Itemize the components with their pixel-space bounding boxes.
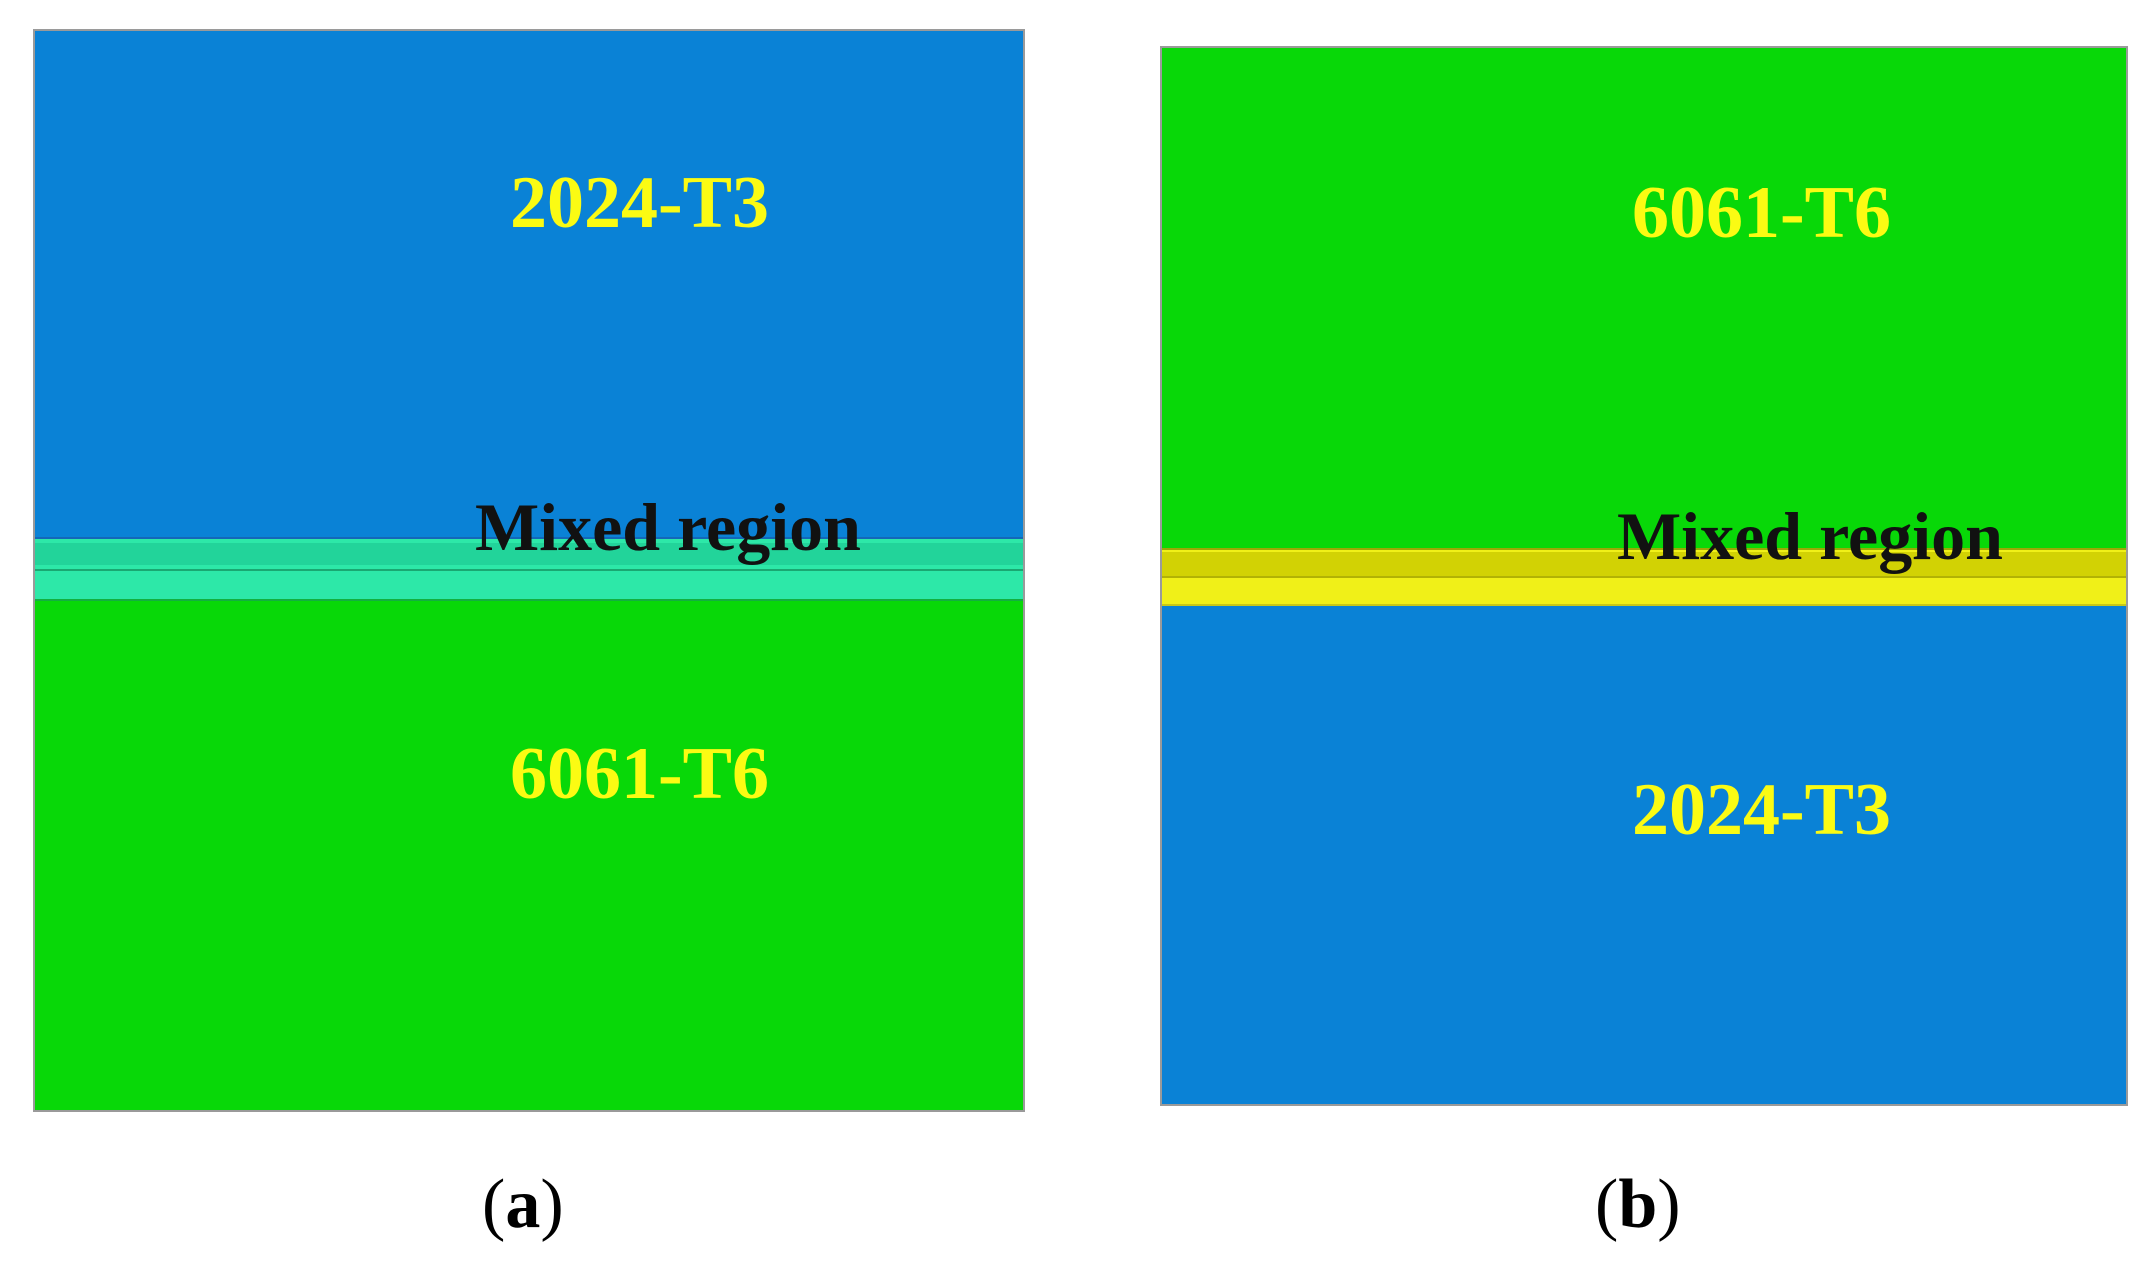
panel-a-caption-open-paren: (	[482, 1166, 506, 1243]
panel-b-mixed-boundary-middle	[1162, 576, 2126, 578]
panel-a-top-material-label: 2024-T3	[510, 162, 769, 244]
panel-b-mixed-boundary-bottom	[1162, 604, 2126, 606]
panel-b-caption: (b)	[1595, 1170, 1681, 1240]
panel-a-weld-cross-section: 2024-T3 Mixed region 6061-T6	[33, 29, 1025, 1112]
panel-a-bottom-layer-6061-t6	[35, 601, 1023, 1110]
panel-b-bottom-material-label: 2024-T3	[1632, 769, 1891, 851]
panel-b-top-layer-6061-t6	[1162, 48, 2126, 550]
panel-a-top-layer-2024-t3	[35, 31, 1023, 539]
panel-b-weld-cross-section: 6061-T6 Mixed region 2024-T3	[1160, 46, 2128, 1106]
panel-b-caption-close-paren: )	[1657, 1166, 1681, 1243]
panel-b-bottom-layer-2024-t3	[1162, 606, 2126, 1104]
panel-b-caption-open-paren: (	[1595, 1166, 1619, 1243]
panel-a-caption-letter: a	[505, 1166, 541, 1243]
panel-a-mixed-region-label: Mixed region	[475, 489, 861, 565]
panel-b-top-material-label: 6061-T6	[1632, 172, 1891, 254]
panel-a-caption: (a)	[482, 1170, 564, 1240]
panel-b-mixed-region-label: Mixed region	[1617, 498, 2003, 574]
panel-a-mixed-region-upper-band	[35, 543, 1023, 565]
panel-b-mixed-region-upper-band	[1162, 552, 2126, 576]
panel-a-caption-close-paren: )	[540, 1166, 564, 1243]
panel-a-mixed-boundary-top	[35, 537, 1023, 539]
panel-b-caption-letter: b	[1618, 1166, 1658, 1243]
panel-a-mixed-boundary-middle	[35, 569, 1023, 571]
panel-b-mixed-boundary-top	[1162, 548, 2126, 550]
panel-a-mixed-boundary-bottom	[35, 599, 1023, 601]
panel-a-bottom-material-label: 6061-T6	[510, 733, 769, 815]
